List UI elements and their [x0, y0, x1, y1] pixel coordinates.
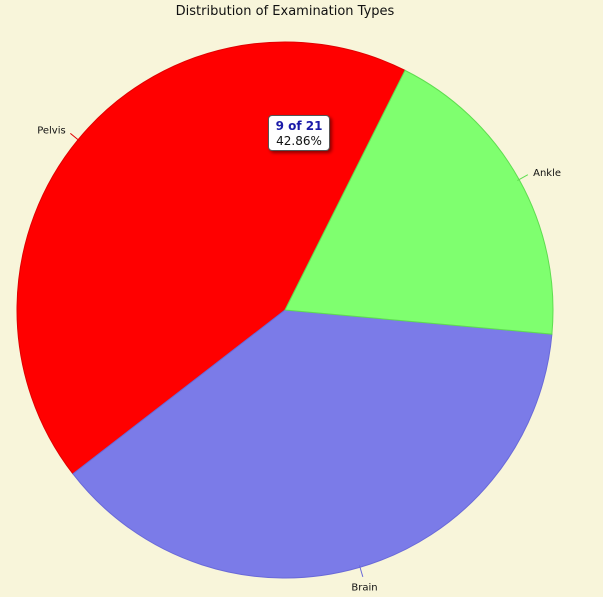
pie-labels: Pelvis Brain Ankle	[37, 126, 561, 594]
pie-label-line-brain	[358, 565, 364, 578]
chart-title: Distribution of Examination Types	[176, 4, 395, 19]
pie-label-line-pelvis	[70, 132, 80, 142]
pie-label-line-ankle	[517, 174, 529, 182]
tooltip-count: 9 of 21	[275, 119, 323, 133]
pie-label-ankle: Ankle	[533, 168, 561, 179]
pie-label-brain: Brain	[351, 583, 377, 594]
pie-label-pelvis: Pelvis	[37, 126, 66, 137]
slice-tooltip: 9 of 21 42.86%	[268, 115, 330, 151]
tooltip-percent: 42.86%	[276, 134, 322, 148]
